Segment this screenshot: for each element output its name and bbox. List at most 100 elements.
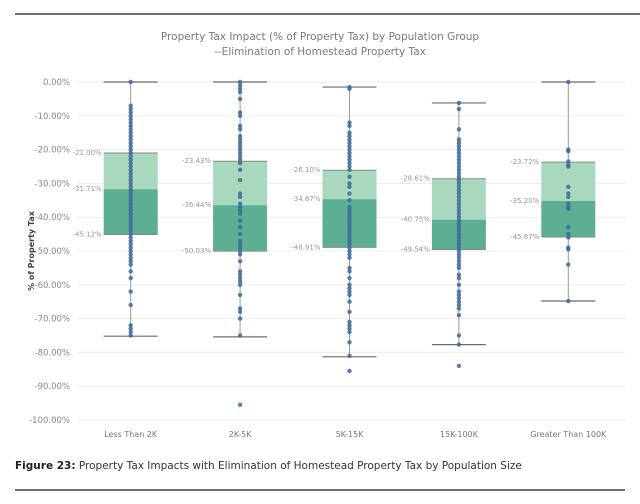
data-point (456, 174, 462, 179)
y-tick-label: -30.00% (35, 179, 70, 189)
x-axis-categories: Less Than 2K 2K-5K 5K-15K 15K-100K Greater T… (104, 430, 607, 439)
data-point (128, 208, 133, 213)
data-point (128, 326, 133, 331)
data-point (237, 211, 243, 217)
data-point (237, 282, 243, 287)
data-point (347, 204, 352, 210)
data-point (237, 167, 243, 173)
data-point (237, 191, 243, 196)
data-point (347, 245, 352, 250)
data-point (237, 123, 243, 129)
q1-value-label: -23.43% (182, 157, 212, 165)
data-point (237, 269, 243, 274)
data-point (347, 184, 352, 189)
data-point (347, 164, 352, 169)
y-axis-ticks: 0.00% -10.00% -20.00% -30.00% -40.00% -50.00%… (29, 78, 70, 426)
data-point (566, 298, 571, 304)
data-point (347, 157, 352, 162)
data-point (237, 218, 243, 223)
data-point (456, 282, 462, 287)
data-point (347, 140, 352, 146)
data-point (128, 269, 133, 274)
data-point (566, 184, 571, 189)
data-point (128, 110, 133, 115)
data-point (456, 265, 462, 271)
data-point (237, 157, 243, 162)
q1-value-label: -21.00% (72, 149, 102, 157)
data-point (237, 89, 243, 95)
data-point (237, 113, 243, 119)
data-point (237, 160, 243, 166)
data-point (128, 123, 133, 129)
data-point (128, 275, 133, 281)
data-point (237, 225, 243, 230)
data-point (566, 262, 571, 267)
data-point (456, 306, 462, 311)
data-point (347, 120, 352, 125)
data-point (237, 306, 243, 311)
data-point (456, 208, 462, 213)
data-point (237, 279, 243, 284)
q3-value-label: -48.91% (291, 243, 321, 251)
data-point (128, 133, 133, 139)
data-point (347, 147, 352, 152)
data-point (456, 157, 462, 162)
top-rule (15, 13, 640, 15)
q1-value-label: -26.10% (291, 166, 321, 174)
data-point (456, 333, 462, 338)
data-point (237, 402, 243, 407)
data-point (128, 181, 133, 186)
caption-text: Property Tax Impacts with Elimination of… (75, 460, 522, 472)
data-point (456, 167, 462, 173)
data-point (347, 319, 352, 325)
data-point (347, 255, 352, 260)
data-point (456, 258, 462, 264)
data-point (456, 100, 462, 106)
q3-value-label: -45.87% (510, 233, 540, 241)
data-point (347, 137, 352, 142)
data-point (566, 225, 571, 230)
chart-subtitle: --Elimination of Homestead Property Tax (214, 46, 426, 58)
data-point (237, 86, 243, 91)
data-point (456, 248, 462, 254)
y-tick-label: -60.00% (35, 281, 70, 291)
data-point (347, 289, 352, 294)
data-point (128, 191, 133, 196)
data-point (128, 221, 133, 227)
data-point (347, 242, 352, 247)
data-point (128, 130, 133, 135)
median-value-label: -36.44% (182, 201, 212, 209)
data-point (237, 201, 243, 206)
data-point (347, 86, 352, 91)
data-point (347, 150, 352, 156)
data-point (347, 248, 352, 254)
data-point (347, 218, 352, 223)
data-point (456, 127, 462, 132)
data-point (237, 177, 243, 183)
data-point (128, 235, 133, 240)
data-point (128, 258, 133, 264)
x-category-label: 5K-15K (336, 430, 365, 439)
data-point (128, 103, 133, 108)
data-point (566, 191, 571, 196)
data-point (566, 149, 571, 154)
x-category-label: Greater Than 100K (530, 430, 607, 439)
data-point (237, 252, 243, 257)
data-point (237, 309, 243, 315)
data-point (237, 144, 243, 149)
data-point (456, 150, 462, 156)
data-point (456, 275, 462, 281)
data-point (347, 123, 352, 129)
data-point (347, 368, 352, 374)
data-point (128, 255, 133, 260)
x-category-label: 15K-100K (440, 430, 479, 439)
data-point (128, 106, 133, 112)
bottom-rule (15, 489, 625, 491)
data-point (128, 231, 133, 237)
data-point (128, 302, 133, 308)
data-point (128, 248, 133, 254)
data-point (456, 211, 462, 217)
data-point (128, 245, 133, 250)
data-point (128, 184, 133, 189)
